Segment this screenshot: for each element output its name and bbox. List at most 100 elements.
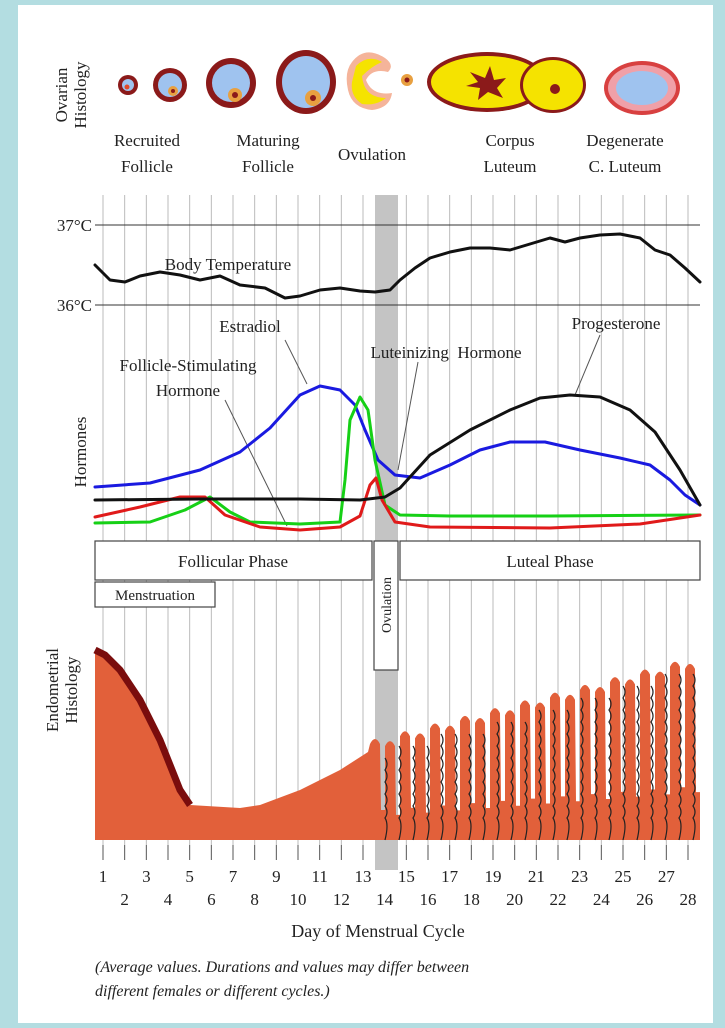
curve-label: Body Temperature (165, 255, 291, 274)
day-label: 10 (290, 890, 307, 909)
day-label: 9 (272, 867, 281, 886)
day-label: 22 (550, 890, 567, 909)
phase-label: Luteal Phase (506, 552, 593, 571)
gland (622, 685, 626, 841)
stage-label: Follicle (121, 157, 173, 176)
phase-label: Follicular Phase (178, 552, 288, 571)
temp-tick: 36°C (57, 296, 92, 315)
day-label: 16 (420, 890, 437, 909)
day-label: 8 (250, 890, 259, 909)
gland (552, 709, 556, 841)
day-label: 7 (229, 867, 238, 886)
phase-box (94, 540, 373, 581)
stage-label: Luteum (484, 157, 537, 176)
estradiol-curve (93, 384, 702, 507)
gland (664, 673, 668, 841)
gland (398, 745, 402, 841)
endometrium-edge (93, 646, 193, 807)
gland (384, 757, 388, 841)
temp-tick: 37°C (57, 216, 92, 235)
endometrium-tissue (95, 650, 700, 840)
leader (284, 339, 308, 385)
gland (454, 733, 458, 841)
phase-box (94, 581, 216, 608)
day-label: 11 (311, 867, 327, 886)
axis-label: Histology (71, 61, 90, 129)
gland (608, 697, 612, 841)
axis-label: Histology (62, 656, 81, 724)
day-label: 2 (120, 890, 129, 909)
lh-curve (93, 476, 702, 532)
axis-label: Endometrial (43, 648, 62, 732)
day-label: 3 (142, 867, 151, 886)
leader (397, 361, 419, 471)
gland (468, 733, 472, 841)
day-label: 4 (164, 890, 173, 909)
leader (224, 399, 288, 527)
day-label: 19 (485, 867, 502, 886)
gland (524, 721, 528, 841)
gland (594, 697, 598, 841)
day-label: 15 (398, 867, 415, 886)
day-labels: 1234567891011121314151617181920212223242… (99, 867, 697, 909)
gland (412, 745, 416, 841)
phase-label: Ovulation (380, 577, 395, 633)
curve-label: Follicle-Stimulating (120, 356, 257, 375)
temperature-curve (93, 232, 702, 300)
note: (Average values. Durations and values ma… (95, 959, 469, 976)
day-label: 1 (99, 867, 108, 886)
ovarian-icons (118, 50, 680, 115)
axis-label: Ovarian (52, 67, 71, 122)
day-label: 6 (207, 890, 216, 909)
day-grid (102, 195, 689, 860)
stage-label: C. Luteum (589, 157, 662, 176)
ovulation-band (375, 195, 398, 870)
axis-label: Hormones (71, 417, 90, 488)
day-label: 26 (636, 890, 653, 909)
stage-label: Ovulation (338, 145, 406, 164)
stage-label: Corpus (485, 131, 534, 150)
gland (496, 721, 500, 841)
note: different females or different cycles.) (95, 983, 330, 1000)
gland (538, 709, 542, 841)
day-label: 27 (658, 867, 676, 886)
stage-label: Follicle (242, 157, 294, 176)
gland (692, 673, 696, 841)
gland (426, 745, 430, 841)
day-label: 23 (571, 867, 588, 886)
endometrium (93, 646, 700, 841)
day-label: 17 (441, 867, 459, 886)
curve-label: Progesterone (572, 314, 661, 333)
x-axis-label: Day of Menstrual Cycle (291, 921, 464, 941)
panel (18, 5, 713, 1023)
stage-label: Degenerate (586, 131, 663, 150)
gland (566, 709, 570, 841)
gland (650, 685, 654, 841)
day-label: 14 (376, 890, 394, 909)
day-label: 25 (615, 867, 632, 886)
day-label: 28 (680, 890, 697, 909)
day-label: 18 (463, 890, 480, 909)
day-label: 24 (593, 890, 611, 909)
gland (580, 697, 584, 841)
day-label: 12 (333, 890, 350, 909)
curve-label: Estradiol (219, 317, 281, 336)
gland (678, 673, 682, 841)
curve-label: Hormone (156, 381, 220, 400)
curve-label: Luteinizing Hormone (370, 343, 521, 362)
gland (510, 721, 514, 841)
gland (440, 733, 444, 841)
day-label: 5 (185, 867, 194, 886)
day-label: 21 (528, 867, 545, 886)
phase-box (373, 540, 399, 671)
phase-box (399, 540, 701, 581)
gland (482, 733, 486, 841)
stage-label: Recruited (114, 131, 181, 150)
gland (636, 685, 640, 841)
phase-label: Menstruation (115, 588, 195, 604)
leader (574, 334, 601, 396)
day-label: 20 (506, 890, 523, 909)
day-label: 13 (355, 867, 372, 886)
stage-label: Maturing (236, 131, 300, 150)
